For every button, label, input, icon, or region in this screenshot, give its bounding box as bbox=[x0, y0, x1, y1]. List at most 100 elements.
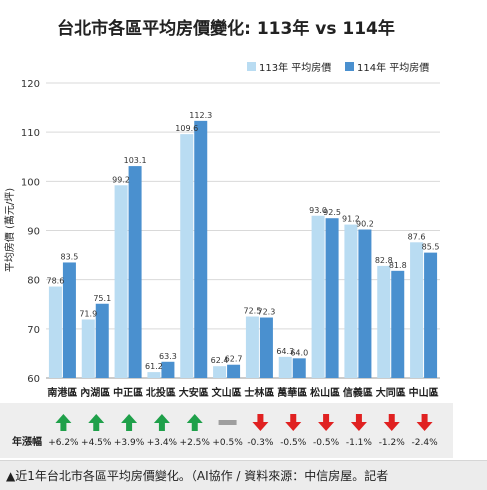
down-arrow-icon bbox=[416, 414, 433, 431]
value-label-113-萬華區: 64.3 bbox=[276, 347, 294, 356]
caption-bar: ▲近1年台北市各區平均房價變化。（AI協作 / 資料來源：中信房屋。記者 bbox=[0, 460, 487, 490]
x-tick-label-松山區: 松山區 bbox=[310, 386, 340, 399]
y-tick-label-60: 60 bbox=[27, 374, 40, 385]
chart-svg: 台北市各區平均房價變化: 113年 vs 114年 113年 平均房價 114年… bbox=[0, 18, 453, 458]
value-label-114-南港區: 83.5 bbox=[61, 252, 79, 261]
change-row: +6.2% +4.5% +3.9% +3.4% +2.5% +0.5% -0.3% -0.5%… bbox=[48, 414, 438, 448]
caption-text: ▲近1年台北市各區平均房價變化。（AI協作 / 資料來源：中信房屋。記者 bbox=[6, 469, 389, 483]
x-tick-label-萬華區: 萬華區 bbox=[277, 386, 307, 399]
bar-114-松山區 bbox=[325, 218, 339, 378]
up-arrow-icon bbox=[186, 414, 203, 431]
value-label-113-中正區: 99.2 bbox=[112, 175, 130, 184]
value-label-113-士林區: 72.5 bbox=[244, 307, 262, 316]
change-value: +0.5% bbox=[212, 438, 243, 448]
down-arrow-icon bbox=[318, 414, 335, 431]
legend: 113年 平均房價 114年 平均房價 bbox=[247, 61, 429, 74]
chart-figure: 台北市各區平均房價變化: 113年 vs 114年 113年 平均房價 114年… bbox=[0, 18, 453, 458]
y-tick-label-100: 100 bbox=[21, 177, 40, 188]
value-label-113-信義區: 91.2 bbox=[342, 215, 360, 224]
value-label-113-內湖區: 71.9 bbox=[79, 309, 97, 318]
value-label-114-大安區: 112.3 bbox=[189, 111, 212, 120]
bar-113-松山區 bbox=[311, 215, 325, 378]
value-label-114-信義區: 90.2 bbox=[356, 220, 374, 229]
x-tick-label-中山區: 中山區 bbox=[409, 386, 439, 399]
change-row-label: 年漲幅 bbox=[12, 435, 42, 448]
y-ticks: 60 70 80 90 100 110 120 bbox=[21, 79, 40, 385]
change-value: -0.5% bbox=[280, 438, 307, 448]
bar-113-北投區 bbox=[147, 372, 161, 378]
legend-swatch-114 bbox=[345, 62, 354, 71]
y-tick-label-70: 70 bbox=[27, 325, 40, 336]
bar-114-南港區 bbox=[62, 262, 76, 378]
bar-114-中正區 bbox=[128, 166, 142, 378]
bar-113-內湖區 bbox=[81, 319, 95, 378]
change-value: +3.4% bbox=[147, 438, 178, 448]
bar-114-中山區 bbox=[424, 252, 438, 378]
legend-label-113: 113年 平均房價 bbox=[259, 61, 331, 74]
bar-113-文山區 bbox=[213, 366, 227, 378]
bar-114-北投區 bbox=[161, 361, 175, 378]
change-value: -0.5% bbox=[313, 438, 340, 448]
x-tick-label-大同區: 大同區 bbox=[376, 386, 406, 399]
value-label-114-中山區: 85.5 bbox=[422, 243, 440, 252]
change-value: +4.5% bbox=[81, 438, 112, 448]
bar-114-信義區 bbox=[358, 229, 372, 378]
bar-113-萬華區 bbox=[278, 356, 292, 378]
x-tick-label-士林區: 士林區 bbox=[244, 386, 274, 399]
value-label-114-文山區: 62.7 bbox=[225, 355, 243, 364]
bar-114-內湖區 bbox=[95, 303, 109, 378]
value-label-114-士林區: 72.3 bbox=[258, 308, 276, 317]
change-strip bbox=[0, 403, 453, 458]
up-arrow-icon bbox=[88, 414, 105, 431]
y-tick-label-80: 80 bbox=[27, 276, 40, 287]
value-label-114-大同區: 81.8 bbox=[389, 261, 407, 270]
bar-113-大安區 bbox=[180, 134, 194, 378]
value-label-113-大安區: 109.6 bbox=[175, 124, 198, 133]
x-tick-labels: 南港區 內湖區 中正區 北投區 大安區 文山區 士林區 萬華區 松山區 信義區 大同區 中山區 bbox=[47, 386, 438, 399]
up-arrow-icon bbox=[121, 414, 138, 431]
change-value: +2.5% bbox=[180, 438, 211, 448]
value-label-114-北投區: 63.3 bbox=[159, 352, 177, 361]
value-label-113-大同區: 82.8 bbox=[375, 256, 393, 265]
bar-114-萬華區 bbox=[292, 358, 306, 378]
x-tick-label-內湖區: 內湖區 bbox=[80, 386, 110, 399]
bar-113-大同區 bbox=[377, 265, 391, 378]
up-arrow-icon bbox=[55, 414, 72, 431]
value-label-113-文山區: 62.4 bbox=[211, 356, 229, 365]
bar-114-文山區 bbox=[227, 364, 241, 378]
x-tick-label-信義區: 信義區 bbox=[343, 386, 373, 399]
bar-114-大同區 bbox=[391, 270, 405, 378]
value-label-114-萬華區: 64.0 bbox=[290, 348, 308, 357]
chart-title: 台北市各區平均房價變化: 113年 vs 114年 bbox=[57, 18, 395, 39]
value-label-114-中正區: 103.1 bbox=[124, 156, 147, 165]
bar-113-南港區 bbox=[48, 286, 62, 378]
bar-114-大安區 bbox=[194, 120, 208, 378]
bar-113-士林區 bbox=[245, 316, 259, 378]
down-arrow-icon bbox=[350, 414, 367, 431]
y-tick-label-120: 120 bbox=[21, 79, 40, 90]
legend-swatch-113 bbox=[247, 62, 256, 71]
up-arrow-icon bbox=[153, 414, 170, 431]
change-value: -1.1% bbox=[346, 438, 373, 448]
flat-dash-icon bbox=[218, 420, 237, 425]
value-label-113-松山區: 93.0 bbox=[309, 206, 327, 215]
value-label-114-內湖區: 75.1 bbox=[93, 294, 111, 303]
y-axis-label: 平均房價 (萬元/坪) bbox=[3, 188, 16, 272]
value-label-113-南港區: 78.6 bbox=[47, 277, 65, 286]
down-arrow-icon bbox=[285, 414, 302, 431]
x-tick-label-大安區: 大安區 bbox=[179, 386, 209, 399]
change-value: +6.2% bbox=[48, 438, 79, 448]
y-tick-label-90: 90 bbox=[27, 227, 40, 238]
bar-113-中正區 bbox=[114, 185, 128, 378]
bar-114-士林區 bbox=[259, 317, 273, 378]
bars: 78.6 83.5 71.9 75.1 99.2 103.1 61.263.3 109.6 11… bbox=[47, 111, 440, 378]
x-tick-label-文山區: 文山區 bbox=[212, 386, 242, 399]
change-value: -1.2% bbox=[379, 438, 406, 448]
change-value: -2.4% bbox=[412, 438, 439, 448]
y-tick-label-110: 110 bbox=[21, 128, 40, 139]
grid bbox=[46, 82, 440, 379]
bar-113-中山區 bbox=[410, 242, 424, 378]
down-arrow-icon bbox=[252, 414, 269, 431]
bar-113-信義區 bbox=[344, 224, 358, 378]
x-tick-label-北投區: 北投區 bbox=[146, 386, 176, 399]
